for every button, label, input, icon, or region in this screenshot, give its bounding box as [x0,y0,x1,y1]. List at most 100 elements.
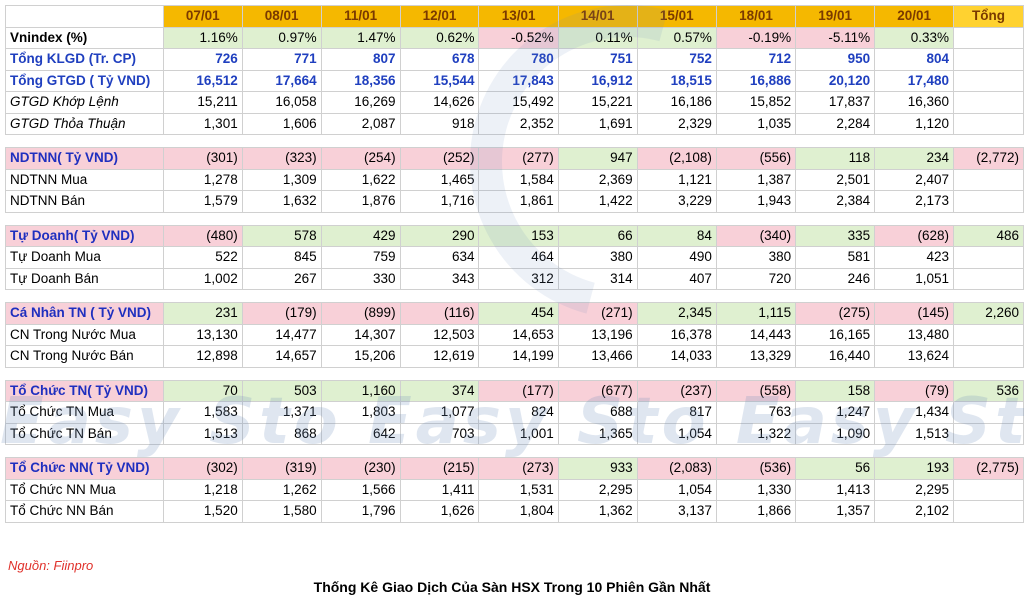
detail-value-cell: 1,876 [320,190,401,213]
spacer-cell [242,444,322,458]
value-cell: 17,837 [795,91,876,114]
net-value-cell: (899) [320,302,401,325]
section-total-cell: (2,772) [953,147,1024,170]
value-cell: 15,211 [162,91,243,114]
detail-value-cell: 267 [241,267,322,290]
detail-value-cell: 12,503 [399,323,480,346]
value-cell: 726 [162,48,243,71]
date-header: 18/01 [715,5,797,28]
spacer-row [5,289,1024,303]
detail-value-cell: 3,229 [636,190,717,213]
net-value-cell: 118 [795,147,876,170]
row-label: Tổng GTGD ( Tỷ VND) [5,69,164,92]
net-value-cell: (254) [320,147,401,170]
detail-label: Tự Doanh Bán [5,267,164,290]
spacer-row [5,211,1024,226]
spacer-cell [953,444,1024,458]
section-total-cell: 536 [953,379,1024,402]
spacer-row [5,366,1024,381]
section-net-row: Tổ Chức TN( Tỷ VND) 70 503 1,160 374 (177) (67… [5,379,1024,402]
detail-row: Tự Doanh Bán 1,002 267 330 343 312 314 407 720 24… [5,267,1024,290]
detail-label: Tự Doanh Mua [5,246,164,269]
detail-value-cell: 14,307 [320,323,401,346]
detail-value-cell: 13,196 [557,323,638,346]
value-cell: 807 [320,48,401,71]
detail-value-cell: 1,262 [241,478,322,501]
detail-value-cell: 423 [874,246,955,269]
spacer-cell [163,289,243,303]
value-cell: 18,356 [320,69,401,92]
net-value-cell: (677) [557,379,638,402]
detail-value-cell: 1,054 [636,478,717,501]
detail-value-cell: 1,520 [162,500,243,523]
detail-value-cell: 1,796 [320,500,401,523]
value-cell: 15,221 [557,91,638,114]
detail-value-cell: 1,804 [478,500,559,523]
value-cell: 16,360 [874,91,955,114]
spacer-cell [558,366,638,381]
net-value-cell: 84 [636,224,717,247]
spacer-cell [163,366,243,381]
detail-value-cell: 380 [715,246,797,269]
detail-value-cell: 2,173 [874,190,955,213]
detail-row: Tổ Chức TN Bán 1,513 868 642 703 1,001 1,365 1,… [5,422,1024,445]
net-value-cell: (480) [162,224,243,247]
detail-value-cell: 1,531 [478,478,559,501]
spacer-cell [716,366,796,381]
spacer-cell [953,289,1024,303]
value-cell: -0.19% [715,26,797,49]
detail-value-cell: 763 [715,401,797,424]
detail-value-cell: 1,309 [241,168,322,191]
value-cell: 780 [478,48,559,71]
spacer-cell [874,444,954,458]
detail-value-cell: 12,898 [162,345,243,368]
value-cell: 2,329 [636,112,717,135]
spacer-cell [478,444,559,458]
detail-value-cell: 720 [715,267,797,290]
detail-total-cell [953,190,1024,213]
net-value-cell: 290 [399,224,480,247]
detail-label: NDTNN Mua [5,168,164,191]
net-value-cell: (340) [715,224,797,247]
value-cell: -5.11% [795,26,876,49]
value-cell: 15,492 [478,91,559,114]
value-cell: 712 [715,48,797,71]
detail-value-cell: 1,513 [874,422,955,445]
spacer-cell [795,289,875,303]
net-value-cell: 2,345 [636,302,717,325]
detail-value-cell: 2,384 [795,190,876,213]
detail-value-cell: 1,411 [399,478,480,501]
detail-value-cell: 1,001 [478,422,559,445]
spacer-cell [795,366,875,381]
detail-value-cell: 1,943 [715,190,797,213]
spacer-row [5,134,1024,148]
section-label: NDTNN( Tỷ VND) [5,147,164,170]
detail-value-cell: 14,443 [715,323,797,346]
net-value-cell: (79) [874,379,955,402]
detail-value-cell: 13,466 [557,345,638,368]
detail-value-cell: 1,622 [320,168,401,191]
detail-total-cell [953,500,1024,523]
spacer-cell [874,134,954,148]
detail-value-cell: 1,583 [162,401,243,424]
net-value-cell: (271) [557,302,638,325]
spacer-cell [478,134,559,148]
detail-value-cell: 246 [795,267,876,290]
net-value-cell: 335 [795,224,876,247]
spacer-cell [795,134,875,148]
value-cell: 2,284 [795,112,876,135]
spacer-cell [716,211,796,226]
spacer-cell [400,211,479,226]
detail-row: CN Trong Nước Mua 13,130 14,477 14,307 12,50… [5,323,1024,346]
date-header: 07/01 [162,5,243,28]
spacer-cell [637,366,717,381]
detail-total-cell [953,267,1024,290]
spacer-row [5,444,1024,458]
detail-value-cell: 634 [399,246,480,269]
section-label: Tổ Chức TN( Tỷ VND) [5,379,164,402]
detail-value-cell: 1,278 [162,168,243,191]
detail-value-cell: 3,137 [636,500,717,523]
total-cell [953,91,1024,114]
detail-value-cell: 314 [557,267,638,290]
value-cell: 1,301 [162,112,243,135]
